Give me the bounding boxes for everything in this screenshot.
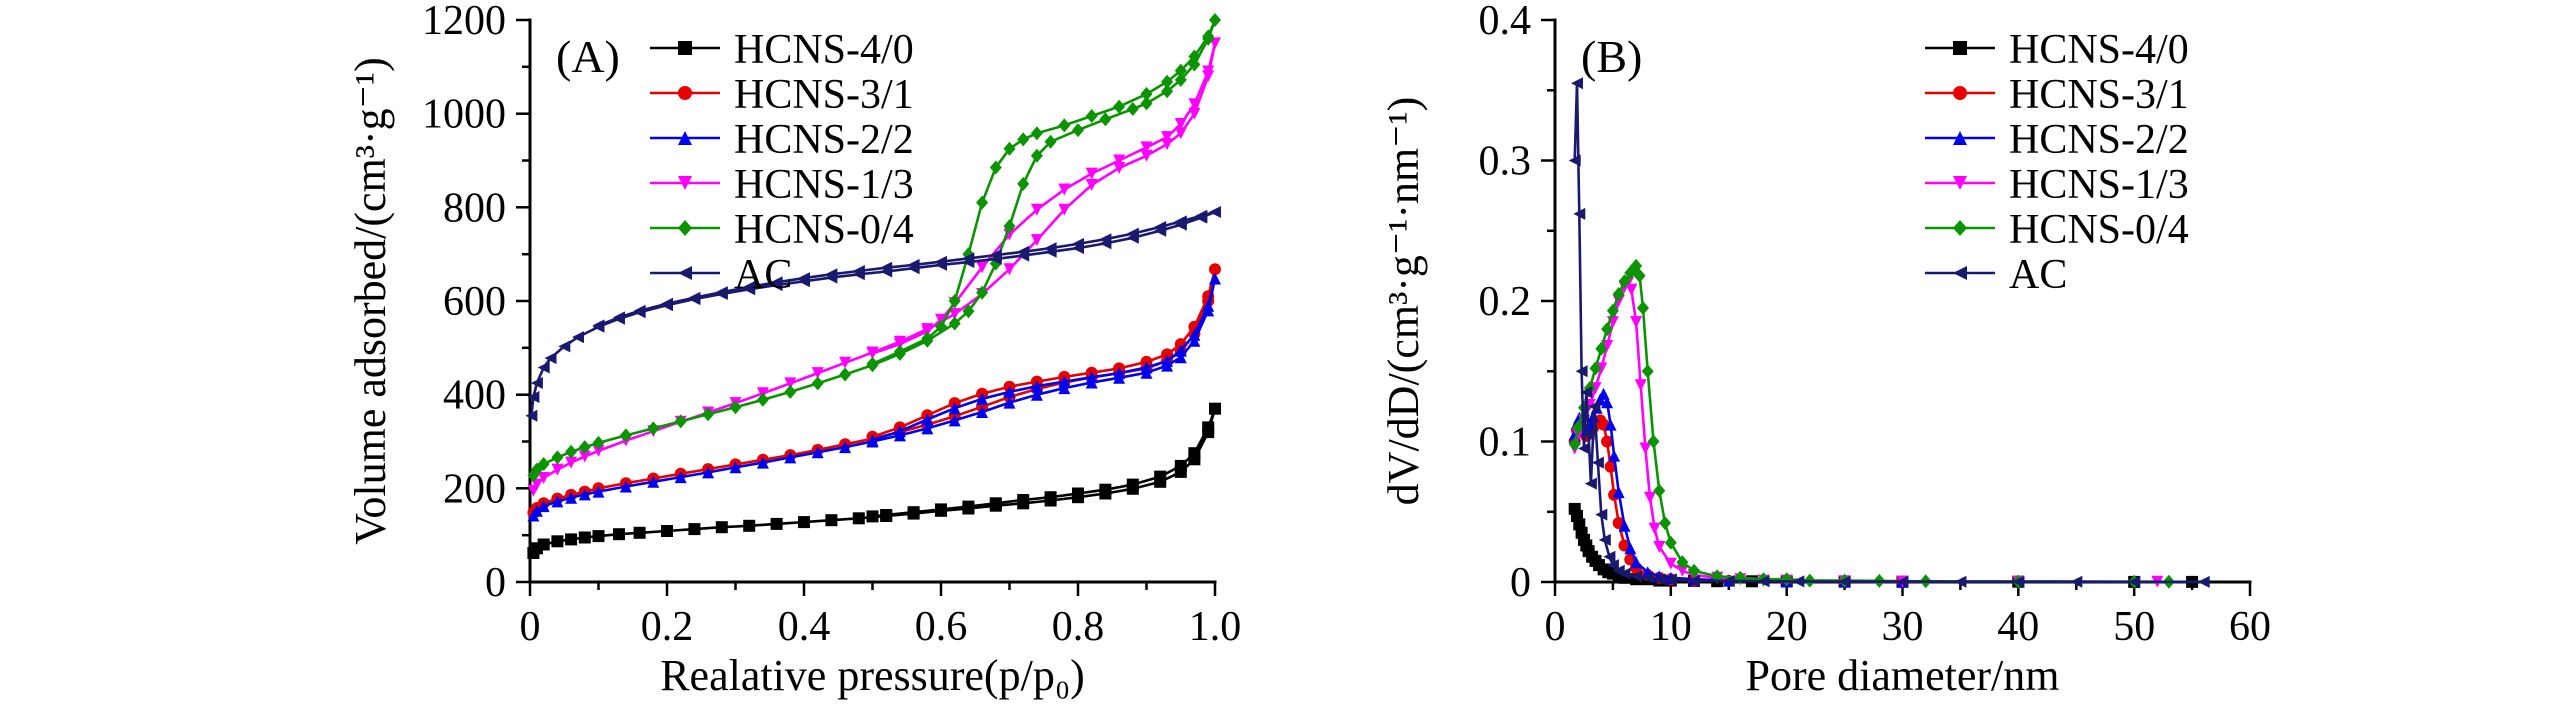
svg-text:1000: 1000 — [422, 92, 506, 138]
svg-text:0: 0 — [520, 604, 541, 650]
svg-text:0.2: 0.2 — [641, 604, 694, 650]
legend-label: HCNS-1/3 — [734, 162, 914, 208]
svg-text:0.8: 0.8 — [1052, 604, 1105, 650]
svg-text:10: 10 — [1650, 604, 1692, 650]
series-HCNS-1/3 — [1568, 276, 2164, 588]
x-axis-label: Realative pressure(p/p₀) — [660, 651, 1085, 700]
series-HCNS-1/3 — [527, 37, 1221, 497]
x-axis-label: Pore diameter/nm — [1745, 651, 2059, 700]
legend-label: AC — [2009, 252, 2067, 298]
legend: HCNS-4/0HCNS-3/1HCNS-2/2HCNS-1/3HCNS-0/4… — [1925, 27, 2189, 298]
legend-item-AC: AC — [650, 252, 792, 298]
legend-label: HCNS-4/0 — [734, 27, 914, 73]
panel-label: (A) — [556, 31, 620, 82]
legend-item-AC: AC — [1925, 252, 2067, 298]
legend-item-HCNS-3/1: HCNS-3/1 — [1925, 72, 2189, 118]
legend-item-HCNS-2/2: HCNS-2/2 — [1925, 117, 2189, 163]
svg-text:1200: 1200 — [422, 0, 506, 44]
tick-labels: 0 0.2 0.4 0.6 0.8 1.0 0 200 400 600 800 1000 1200 — [422, 0, 1241, 650]
legend-item-HCNS-1/3: HCNS-1/3 — [650, 162, 914, 208]
chart-adsorption-isotherms: 0 0.2 0.4 0.6 0.8 1.0 0 200 400 600 800 1000 1200 Rea… — [346, 0, 1241, 700]
svg-text:30: 30 — [1882, 604, 1924, 650]
series-AC — [1568, 77, 2210, 588]
legend-label: HCNS-1/3 — [2009, 162, 2189, 208]
svg-text:60: 60 — [2229, 604, 2271, 650]
svg-text:600: 600 — [443, 279, 506, 325]
y-axis-label: dV/dD/(cm³·g⁻¹·nm⁻¹) — [1379, 97, 1428, 506]
tick-labels: 0 10 20 30 40 50 60 0 0.1 0.2 0.3 0.4 — [1479, 0, 2272, 650]
svg-text:0: 0 — [1510, 560, 1531, 606]
legend-item-HCNS-0/4: HCNS-0/4 — [650, 207, 914, 253]
svg-text:1.0: 1.0 — [1189, 604, 1242, 650]
series-HCNS-0/4 — [527, 13, 1221, 483]
legend-item-HCNS-3/1: HCNS-3/1 — [650, 72, 914, 118]
legend-label: HCNS-0/4 — [734, 207, 914, 253]
series-HCNS-4/0 — [527, 402, 1221, 559]
legend-item-HCNS-4/0: HCNS-4/0 — [650, 27, 914, 73]
svg-text:800: 800 — [443, 185, 506, 231]
legend-label: HCNS-3/1 — [2009, 72, 2189, 118]
series-HCNS-2/2 — [527, 272, 1221, 522]
svg-text:0: 0 — [1545, 604, 1566, 650]
chart-pore-size-distribution: 0 10 20 30 40 50 60 0 0.1 0.2 0.3 0.4 Pore diameter/… — [1379, 0, 2272, 700]
legend-item-HCNS-2/2: HCNS-2/2 — [650, 117, 914, 163]
panel-label: (B) — [1581, 31, 1642, 82]
svg-text:0.4: 0.4 — [1479, 0, 1532, 44]
legend-label: HCNS-4/0 — [2009, 27, 2189, 73]
legend-label: HCNS-2/2 — [2009, 117, 2189, 163]
svg-text:400: 400 — [443, 373, 506, 419]
tick-marks — [516, 18, 1217, 596]
svg-text:0.1: 0.1 — [1479, 420, 1532, 466]
y-axis-label: Volume adsorbed/(cm³·g⁻¹) — [346, 57, 395, 544]
svg-text:50: 50 — [2113, 604, 2155, 650]
legend-item-HCNS-0/4: HCNS-0/4 — [1925, 207, 2189, 253]
legend-item-HCNS-1/3: HCNS-1/3 — [1925, 162, 2189, 208]
svg-text:0.4: 0.4 — [778, 604, 831, 650]
legend-label: HCNS-2/2 — [734, 117, 914, 163]
series-HCNS-3/1 — [527, 263, 1221, 519]
legend-label: HCNS-3/1 — [734, 72, 914, 118]
legend: HCNS-4/0HCNS-3/1HCNS-2/2HCNS-1/3HCNS-0/4… — [650, 27, 914, 298]
svg-text:0.3: 0.3 — [1479, 139, 1532, 185]
legend-label: HCNS-0/4 — [2009, 207, 2189, 253]
series-AC — [525, 206, 1221, 422]
legend-item-HCNS-4/0: HCNS-4/0 — [1925, 27, 2189, 73]
svg-text:40: 40 — [1997, 604, 2039, 650]
svg-text:20: 20 — [1766, 604, 1808, 650]
series-HCNS-0/4 — [1568, 258, 2175, 589]
series-HCNS-2/2 — [1568, 387, 1909, 588]
svg-text:0.6: 0.6 — [915, 604, 968, 650]
svg-text:200: 200 — [443, 466, 506, 512]
svg-text:0.2: 0.2 — [1479, 279, 1532, 325]
legend-label: AC — [734, 252, 792, 298]
svg-text:0: 0 — [485, 560, 506, 606]
